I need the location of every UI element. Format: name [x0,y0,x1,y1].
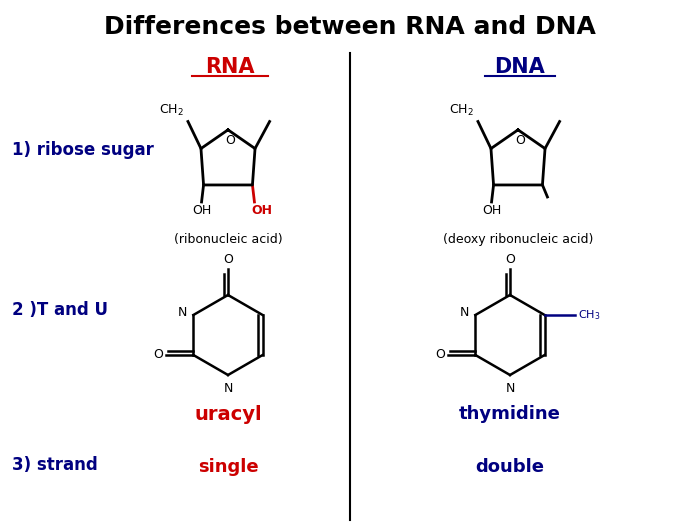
Text: N: N [223,382,232,395]
Text: OH: OH [482,204,501,217]
Text: OH: OH [251,204,272,217]
Text: double: double [475,458,545,476]
Text: (deoxy ribonucleic acid): (deoxy ribonucleic acid) [443,233,593,246]
Text: single: single [197,458,258,476]
Text: 3) strand: 3) strand [12,456,98,474]
Text: CH$_2$: CH$_2$ [449,102,474,118]
Text: O: O [153,349,163,362]
Text: RNA: RNA [205,57,255,77]
Text: DNA: DNA [495,57,545,77]
Text: O: O [505,253,515,266]
Text: N: N [178,307,188,320]
Text: OH: OH [192,204,211,217]
Text: CH$_2$: CH$_2$ [159,102,184,118]
Text: 2 )T and U: 2 )T and U [12,301,108,319]
Text: O: O [435,349,445,362]
Text: CH$_3$: CH$_3$ [578,308,600,322]
Text: N: N [460,307,470,320]
Text: N: N [505,382,514,395]
Text: Differences between RNA and DNA: Differences between RNA and DNA [104,15,596,39]
Text: O: O [223,253,233,266]
Text: uracyl: uracyl [194,405,262,424]
Text: thymidine: thymidine [459,405,561,423]
Text: 1) ribose sugar: 1) ribose sugar [12,141,154,159]
Text: (ribonucleic acid): (ribonucleic acid) [174,233,282,246]
Text: O: O [225,134,235,147]
Text: O: O [515,134,525,147]
